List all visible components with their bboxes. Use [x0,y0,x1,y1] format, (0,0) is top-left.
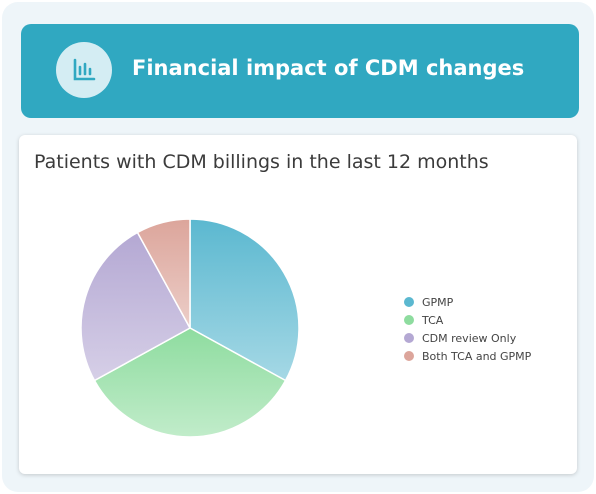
chart-title: Patients with CDM billings in the last 1… [34,151,489,173]
legend-item[interactable]: CDM review Only [404,329,531,347]
pie-slice-tca[interactable] [93,327,287,438]
legend-swatch [404,315,414,325]
legend-label: CDM review Only [422,331,517,345]
legend-label: TCA [422,313,444,327]
legend-label: Both TCA and GPMP [422,349,532,363]
chart-card: Patients with CDM billings in the last 1… [19,135,577,474]
legend-swatch [404,333,414,343]
page-title: Financial impact of CDM changes [132,56,525,80]
header-banner: Financial impact of CDM changes [21,24,579,118]
legend-item[interactable]: Both TCA and GPMP [404,347,531,365]
chart-legend: GPMP TCA CDM review Only Both TCA and GPMP [404,293,531,365]
legend-item[interactable]: TCA [404,311,531,329]
pie-slice-both-tca-and-gpmp[interactable] [136,218,191,329]
bar-chart-icon [56,42,112,98]
pie-chart [80,218,300,438]
pie-slice-cdm-review-only[interactable] [80,231,192,382]
legend-swatch [404,297,414,307]
pie-slice-gpmp[interactable] [189,218,300,382]
legend-item[interactable]: GPMP [404,293,531,311]
legend-label: GPMP [422,295,454,309]
legend-swatch [404,351,414,361]
